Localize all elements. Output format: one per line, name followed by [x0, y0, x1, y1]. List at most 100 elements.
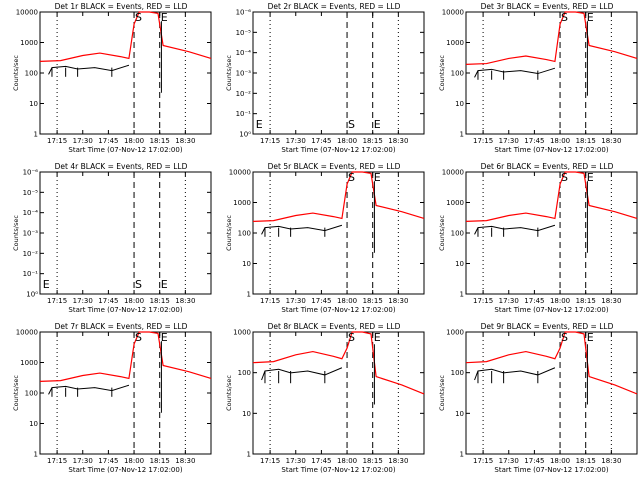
chart-panel-8: Det 8r BLACK = Events, RED = LLD 1 10 100 10… [225, 322, 425, 474]
y-tick-label: 10⁻⁵ [23, 189, 39, 197]
y-tick-label: 1 [247, 291, 251, 299]
x-tick-label: 17:45 [98, 137, 118, 145]
chart-panel-6: Det 6r BLACK = Events, RED = LLD 1 10 100 10… [438, 162, 638, 314]
y-tick-label: 1000 [233, 199, 251, 207]
y-tick-label: 1000 [446, 199, 464, 207]
x-tick-label: 18:30 [601, 297, 621, 305]
x-tick-label: 18:00 [124, 137, 144, 145]
x-tick-label: 18:15 [363, 457, 383, 465]
y-tick-label: 10⁻⁴ [236, 49, 252, 57]
x-tick-label: 18:15 [363, 137, 383, 145]
x-tick-label: 18:30 [175, 457, 195, 465]
interval-marker-s: S [561, 331, 568, 344]
x-tick-label: 17:30 [73, 297, 93, 305]
x-tick-label: 17:45 [98, 457, 118, 465]
y-axis-label: Counts/sec [12, 55, 20, 91]
y-tick-label: 1 [34, 131, 38, 139]
interval-marker-s: S [561, 171, 568, 184]
x-tick-label: 18:00 [550, 297, 570, 305]
chart-title: Det 9r BLACK = Events, RED = LLD [481, 322, 614, 331]
interval-marker-e: E [587, 331, 594, 344]
interval-marker-s: S [561, 11, 568, 24]
x-tick-label: 18:30 [601, 137, 621, 145]
interval-marker-e: E [587, 11, 594, 24]
y-axis-label: Counts/sec [12, 215, 20, 251]
x-tick-label: 18:00 [550, 137, 570, 145]
x-axis-label: Start Time (07-Nov-12 17:02:00) [281, 146, 395, 154]
x-tick-label: 18:15 [150, 137, 170, 145]
x-axis-label: Start Time (07-Nov-12 17:02:00) [281, 466, 395, 474]
y-tick-label: 10⁻² [236, 90, 252, 98]
y-tick-label: 10000 [442, 169, 464, 177]
chart-panel-9: Det 9r BLACK = Events, RED = LLD 1 10 100 10… [438, 322, 638, 474]
x-tick-label: 17:15 [47, 297, 67, 305]
y-tick-label: 10000 [16, 9, 38, 17]
y-tick-label: 10⁻⁵ [236, 29, 252, 37]
y-axis-label: Counts/sec [12, 375, 20, 411]
chart-title: Det 8r BLACK = Events, RED = LLD [268, 322, 401, 331]
y-tick-label: 100 [238, 230, 251, 238]
y-tick-label: 1 [460, 131, 464, 139]
y-tick-label: 1000 [20, 39, 38, 47]
y-tick-label: 1 [247, 451, 251, 459]
y-tick-label: 10 [455, 410, 464, 418]
x-tick-label: 17:15 [260, 137, 280, 145]
x-tick-label: 18:30 [388, 137, 408, 145]
y-tick-label: 1000 [446, 329, 464, 337]
y-tick-label: 100 [25, 390, 38, 398]
y-tick-label: 10 [242, 410, 251, 418]
y-tick-label: 10⁻⁴ [23, 209, 39, 217]
x-tick-label: 17:30 [499, 457, 519, 465]
events-series-line [261, 224, 343, 235]
y-tick-label: 1000 [20, 359, 38, 367]
y-axis-label: Counts/sec [225, 215, 233, 251]
y-tick-label: 10⁻³ [23, 230, 39, 238]
plot-frame [465, 331, 638, 455]
x-axis-label: Start Time (07-Nov-12 17:02:00) [494, 146, 608, 154]
lld-series-line [39, 11, 212, 63]
x-tick-label: 17:30 [286, 457, 306, 465]
x-tick-label: 17:30 [499, 297, 519, 305]
interval-marker-e: E [587, 171, 594, 184]
x-tick-label: 18:00 [337, 297, 357, 305]
chart-panel-2: Det 2r BLACK = Events, RED = LLD 10⁰ 10⁻¹ 1… [225, 2, 425, 154]
y-tick-label: 10⁻² [23, 250, 39, 258]
interval-marker-s: S [348, 331, 355, 344]
lld-series-line [39, 331, 212, 383]
x-tick-label: 17:30 [73, 137, 93, 145]
x-tick-label: 18:15 [576, 457, 596, 465]
x-axis-label: Start Time (07-Nov-12 17:02:00) [281, 306, 395, 314]
x-tick-label: 17:45 [311, 297, 331, 305]
x-tick-label: 17:15 [260, 457, 280, 465]
events-series-line [474, 224, 556, 235]
y-tick-label: 100 [451, 230, 464, 238]
chart-title: Det 4r BLACK = Events, RED = LLD [55, 162, 188, 171]
chart-panel-1: Det 1r BLACK = Events, RED = LLD 1 10 100 10… [12, 2, 212, 154]
y-tick-label: 10⁻¹ [236, 110, 252, 118]
y-tick-label: 1 [460, 291, 464, 299]
x-tick-label: 17:30 [499, 137, 519, 145]
chart-panel-5: Det 5r BLACK = Events, RED = LLD 1 10 100 10… [225, 162, 425, 314]
lld-series-line [252, 171, 425, 223]
events-series-line [261, 367, 343, 381]
interval-marker-s: S [135, 278, 142, 291]
interval-marker-s: S [135, 11, 142, 24]
chart-panel-7: Det 7r BLACK = Events, RED = LLD 1 10 100 10… [12, 322, 212, 474]
interval-marker-e: E [161, 331, 168, 344]
x-tick-label: 17:15 [260, 297, 280, 305]
y-tick-label: 1000 [446, 39, 464, 47]
x-axis-label: Start Time (07-Nov-12 17:02:00) [494, 306, 608, 314]
y-tick-label: 10⁻⁶ [23, 169, 39, 177]
y-tick-label: 10 [455, 260, 464, 268]
x-axis-label: Start Time (07-Nov-12 17:02:00) [494, 466, 608, 474]
y-tick-label: 10000 [229, 169, 251, 177]
y-tick-label: 10000 [16, 329, 38, 337]
chart-title: Det 1r BLACK = Events, RED = LLD [55, 2, 188, 11]
y-tick-label: 1000 [233, 329, 251, 337]
x-tick-label: 18:15 [363, 297, 383, 305]
lld-series-line [465, 11, 638, 65]
interval-marker-s: S [348, 118, 355, 131]
x-tick-label: 18:30 [388, 297, 408, 305]
y-tick-label: 1 [460, 451, 464, 459]
x-tick-label: 17:45 [311, 137, 331, 145]
